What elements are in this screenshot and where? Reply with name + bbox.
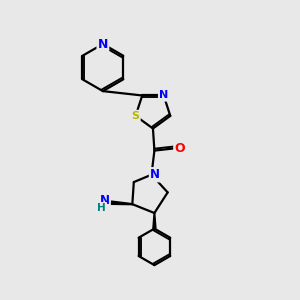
Polygon shape — [153, 213, 156, 229]
Text: O: O — [174, 142, 185, 155]
Text: N: N — [98, 38, 108, 50]
Text: N: N — [150, 168, 160, 181]
Text: N: N — [159, 91, 168, 100]
Polygon shape — [111, 201, 132, 205]
Text: S: S — [132, 111, 140, 121]
Text: H: H — [97, 203, 106, 213]
Text: N: N — [100, 194, 110, 207]
